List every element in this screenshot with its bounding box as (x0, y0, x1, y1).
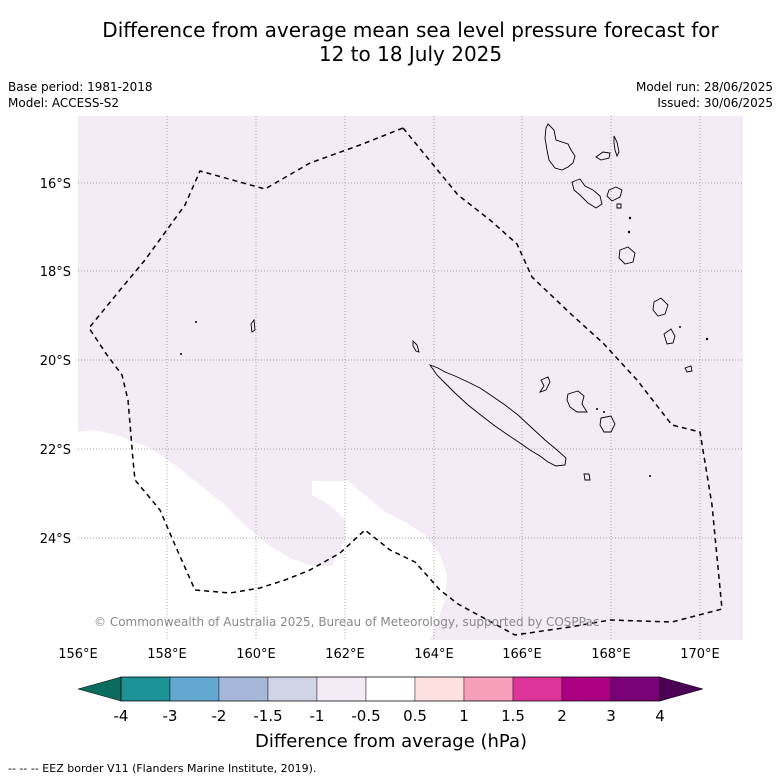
colorbar-tick-label: -2 (212, 707, 227, 725)
espiritu-santo (544, 123, 576, 171)
title-line-1: Difference from average mean sea level p… (102, 18, 719, 42)
meta-left: Base period: 1981-2018 Model: ACCESS-S2 (8, 79, 153, 111)
colorbar-swatch (414, 676, 465, 702)
lifou (566, 390, 588, 413)
colorbar-under-arrow (77, 676, 122, 702)
map-title: Difference from average mean sea level p… (40, 18, 781, 66)
pentecost (606, 186, 623, 202)
isle-of-pines (583, 473, 591, 481)
colorbar: -4 -3 -2 -1.5 -1 -0.5 0.5 1 1.5 2 3 4 Difference fr… (77, 676, 704, 752)
lat-label-24s: 24°S (40, 532, 71, 547)
colorbar-tick-label: 1 (459, 707, 469, 725)
colorbar-tick-label: -1.5 (253, 707, 282, 725)
rennell-island (250, 318, 256, 333)
lat-label-22s: 22°S (40, 443, 71, 458)
colorbar-swatch (365, 676, 416, 702)
eez-footnote: -- -- -- EEZ border V11 (Flanders Marine… (8, 762, 317, 775)
title-line-2: 12 to 18 July 2025 (318, 42, 503, 66)
issued-text: Issued: 30/06/2025 (657, 96, 773, 110)
colorbar-swatch (267, 676, 318, 702)
new-caledonia-coast (428, 364, 567, 467)
mare (599, 415, 616, 433)
tanna (663, 328, 676, 345)
aneityum (684, 365, 693, 373)
eez-border (88, 127, 723, 636)
model-run-text: Model run: 28/06/2025 (635, 80, 773, 94)
colorbar-swatch (561, 676, 612, 702)
colorbar-swatch (218, 676, 269, 702)
colorbar-tick-label: -1 (310, 707, 325, 725)
colorbar-tick-label: -0.5 (351, 707, 380, 725)
base-period-text: Base period: 1981-2018 (8, 80, 153, 94)
malekula (571, 178, 603, 209)
lat-label-18s: 18°S (40, 265, 71, 280)
colorbar-swatch (512, 676, 563, 702)
colorbar-tick-label: 3 (606, 707, 616, 725)
lat-label-20s: 20°S (40, 354, 71, 369)
colorbar-outline (120, 676, 661, 702)
colorbar-tick-label: 4 (655, 707, 665, 725)
anomaly-region-neutral (78, 430, 447, 640)
lat-label-16s: 16°S (40, 177, 71, 192)
colorbar-tick-label: 2 (557, 707, 567, 725)
colorbar-tick-label: -3 (163, 707, 178, 725)
lon-label-168e: 168°E (591, 647, 631, 662)
colorbar-over-arrow (659, 676, 704, 702)
efate (618, 246, 636, 265)
copyright-text: © Commonwealth of Australia 2025, Bureau… (94, 615, 599, 629)
epi (616, 203, 622, 209)
maewo (613, 135, 620, 158)
lon-label-166e: 166°E (502, 647, 542, 662)
lon-label-170e: 170°E (680, 647, 720, 662)
model-text: Model: ACCESS-S2 (8, 96, 120, 110)
ambae (595, 151, 611, 161)
colorbar-tick-label: 1.5 (501, 707, 525, 725)
lon-label-162e: 162°E (325, 647, 365, 662)
anomaly-field (78, 116, 743, 640)
colorbar-swatch (169, 676, 220, 702)
belep-islands (412, 339, 420, 353)
colorbar-swatch (463, 676, 514, 702)
colorbar-swatch (610, 676, 661, 702)
ouvea (538, 376, 551, 393)
colorbar-tick-label: -4 (114, 707, 129, 725)
lon-label-160e: 160°E (236, 647, 276, 662)
lon-label-158e: 158°E (147, 647, 187, 662)
small-islets (180, 216, 709, 477)
colorbar-swatch (120, 676, 171, 702)
colorbar-tick-label: 0.5 (403, 707, 427, 725)
meta-right: Model run: 28/06/2025 Issued: 30/06/2025 (636, 79, 773, 111)
colorbar-title: Difference from average (hPa) (255, 731, 527, 752)
coastlines (250, 123, 693, 481)
graticule (78, 116, 743, 640)
colorbar-swatch (316, 676, 367, 702)
lon-label-164e: 164°E (414, 647, 454, 662)
lon-label-156e: 156°E (58, 647, 98, 662)
erromango (652, 297, 669, 317)
